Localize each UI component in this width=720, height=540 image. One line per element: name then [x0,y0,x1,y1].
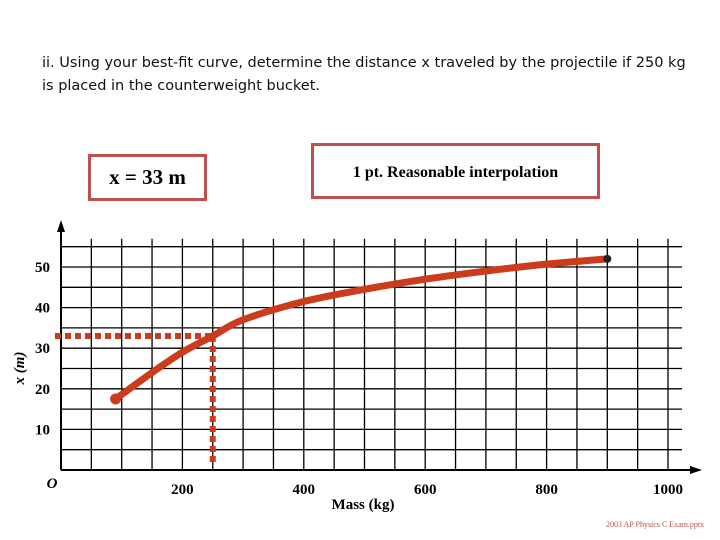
y-tick-label: 10 [35,422,50,438]
chart-annotations [55,333,216,464]
chart-labels: Mass (kg) x (m) O [12,352,394,513]
x-tick-label: 600 [414,482,437,498]
y-axis-arrow [57,220,65,232]
rubric-box: 1 pt. Reasonable interpolation [311,143,600,199]
x-tick-label: 400 [293,482,316,498]
x-tick-label: 200 [171,482,194,498]
origin-label: O [47,476,58,492]
y-tick-label: 30 [35,341,50,357]
y-axis-label: x (m) [12,352,28,386]
x-tick-label: 1000 [653,482,683,498]
best-fit-curve [112,255,611,403]
credit-text: 2003 AP Physics C Exam.pptx [606,520,705,529]
rubric-text: 1 pt. Reasonable interpolation [352,164,559,181]
chart-ticks: 200 400 600 800 1000 10 20 30 40 50 [35,260,683,498]
y-tick-label: 50 [35,260,50,276]
curve-start-point [110,393,122,405]
curve-end-point [603,254,612,263]
answer-box: x = 33 m [88,154,207,201]
y-tick-label: 40 [35,301,50,317]
answer-text: x = 33 m [109,165,186,189]
chart-axes [57,220,702,474]
question-text: ii. Using your best-fit curve, determine… [42,55,686,94]
x-axis-label: Mass (kg) [332,497,395,513]
chart-grid [61,238,682,470]
x-axis-arrow [690,466,702,474]
x-tick-label: 800 [535,482,558,498]
chart-series [110,254,612,405]
y-tick-label: 20 [35,382,50,398]
